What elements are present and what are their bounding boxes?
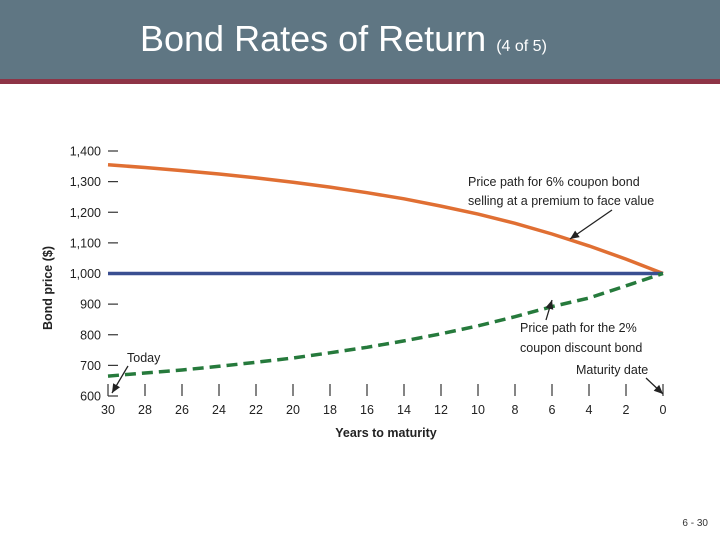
series-line-discount: [107, 271, 664, 378]
slide-title-text: Bond Rates of Return: [140, 18, 487, 59]
x-tick-label: 10: [471, 403, 485, 417]
y-tick-label: 1,300: [70, 175, 101, 189]
y-tick-label: 1,200: [70, 206, 101, 220]
slide-title: Bond Rates of Return (4 of 5): [140, 17, 547, 69]
y-tick-label: 900: [80, 298, 101, 312]
discount-arrow-head: [545, 300, 554, 310]
x-tick-label: 4: [586, 403, 593, 417]
y-axis-label: Bond price ($): [41, 246, 55, 330]
y-tick-label: 800: [80, 328, 101, 342]
y-tick-label: 1,000: [70, 267, 101, 281]
premium-arrow-head: [570, 230, 580, 239]
x-tick-label: 26: [175, 403, 189, 417]
page-number: 6 - 30: [682, 518, 708, 529]
title-accent-stripe: [0, 79, 720, 84]
x-tick-label: 0: [660, 403, 667, 417]
slide-subtitle: (4 of 5): [496, 38, 547, 55]
maturity-arrow-head: [653, 384, 663, 394]
premium-annotation-line2: selling at a premium to face value: [468, 194, 654, 208]
y-tick-label: 600: [80, 390, 101, 404]
x-tick-label: 28: [138, 403, 152, 417]
today-arrow-head: [112, 383, 121, 393]
series-line-premium: [107, 163, 664, 276]
x-tick-label: 8: [512, 403, 519, 417]
x-tick-label: 24: [212, 403, 226, 417]
discount-annotation-line2: coupon discount bond: [520, 341, 642, 355]
maturity-annotation: Maturity date: [576, 363, 648, 377]
x-tick-label: 20: [286, 403, 300, 417]
today-annotation: Today: [127, 351, 161, 365]
y-tick-label: 700: [80, 359, 101, 373]
x-tick-label: 12: [434, 403, 448, 417]
y-tick-label: 1,100: [70, 236, 101, 250]
title-bar: [0, 0, 720, 79]
y-tick-label: 1,400: [70, 145, 101, 159]
x-tick-label: 14: [397, 403, 411, 417]
x-axis-label: Years to maturity: [335, 426, 436, 440]
x-tick-label: 18: [323, 403, 337, 417]
x-tick-label: 16: [360, 403, 374, 417]
premium-annotation-line1: Price path for 6% coupon bond: [468, 175, 640, 189]
x-tick-label: 2: [623, 403, 630, 417]
x-tick-label: 22: [249, 403, 263, 417]
discount-annotation-line1: Price path for the 2%: [520, 321, 637, 335]
x-tick-label: 30: [101, 403, 115, 417]
x-tick-label: 6: [549, 403, 556, 417]
